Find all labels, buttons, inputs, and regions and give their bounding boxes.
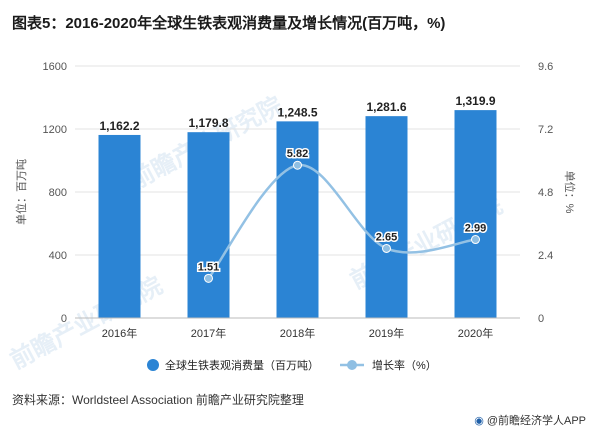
- legend-bar-label: 全球生铁表观消费量（百万吨）: [165, 358, 319, 372]
- y2-tick-label: 9.6: [538, 61, 553, 73]
- y2-tick-label: 7.2: [538, 124, 553, 136]
- source-note: 资料来源：Worldsteel Association 前瞻产业研究院整理: [12, 393, 304, 407]
- x-tick-label: 2017年: [191, 326, 226, 340]
- bar-value-label: 1,179.8: [188, 116, 228, 130]
- x-tick-label: 2020年: [458, 326, 493, 340]
- legend: 全球生铁表观消费量（百万吨） 增长率（%）: [147, 358, 437, 372]
- x-tick-label: 2019年: [369, 326, 404, 340]
- watermark-text: 前瞻产业研究院: [6, 271, 167, 375]
- bar-value-label: 1,319.9: [455, 94, 495, 108]
- data-labels: 1,162.2 1,179.8 1,248.5 1,281.6 1,319.9 1.51 5…: [99, 94, 495, 275]
- y-tick-label: 1600: [43, 61, 67, 73]
- y-tick-label: 0: [61, 313, 67, 325]
- brand-text: @前瞻经济学人APP: [486, 415, 586, 427]
- brand-logo-icon: ◉: [474, 415, 484, 427]
- line-series: [204, 160, 480, 283]
- y-tick-label: 1200: [43, 124, 67, 136]
- x-tick-label: 2018年: [280, 326, 315, 340]
- bar-series: [98, 110, 497, 318]
- watermark-layer: 前瞻产业研究院前瞻产业研究院前瞻产业研究院: [6, 91, 507, 375]
- legend-line-marker: [347, 360, 357, 370]
- y-tick-label: 800: [49, 187, 67, 199]
- y-tick-label: 400: [49, 250, 67, 262]
- growth-point: [204, 273, 213, 283]
- growth-line: [207, 163, 476, 280]
- growth-point: [382, 243, 391, 253]
- bar-value-label: 1,248.5: [277, 105, 317, 119]
- bar: [187, 132, 230, 318]
- y2-tick-label: 2.4: [538, 250, 553, 262]
- y2-axis-title: 单位：%: [563, 171, 577, 214]
- y2-tick-label: 4.8: [538, 187, 553, 199]
- bar: [276, 121, 319, 318]
- bar-value-label: 1,162.2: [99, 119, 139, 133]
- legend-bar-swatch: [147, 359, 159, 371]
- growth-value-label: 2.99: [465, 223, 486, 235]
- brand-footer: ◉ @前瞻经济学人APP: [474, 412, 586, 428]
- y2-tick-label: 0: [538, 313, 544, 325]
- chart-title: 图表5：2016-2020年全球生铁表观消费量及增长情况(百万吨，%): [12, 15, 446, 32]
- growth-value-label: 2.65: [376, 231, 397, 243]
- growth-value-label: 1.51: [198, 261, 219, 273]
- bar-value-label: 1,281.6: [366, 100, 406, 114]
- y-axis-title: 单位：百万吨: [14, 159, 28, 225]
- growth-point: [293, 160, 302, 170]
- x-tick-label: 2016年: [102, 326, 137, 340]
- bar: [454, 110, 497, 318]
- bar: [365, 116, 408, 318]
- axes: 0 400 800 1200 1600 0 2.4 4.8 7.2 9.6 单位：百万吨 单位：% 20…: [14, 61, 577, 340]
- growth-point: [471, 235, 480, 245]
- bar: [98, 134, 141, 318]
- legend-line-label: 增长率（%）: [372, 358, 437, 372]
- growth-value-label: 5.82: [287, 148, 308, 160]
